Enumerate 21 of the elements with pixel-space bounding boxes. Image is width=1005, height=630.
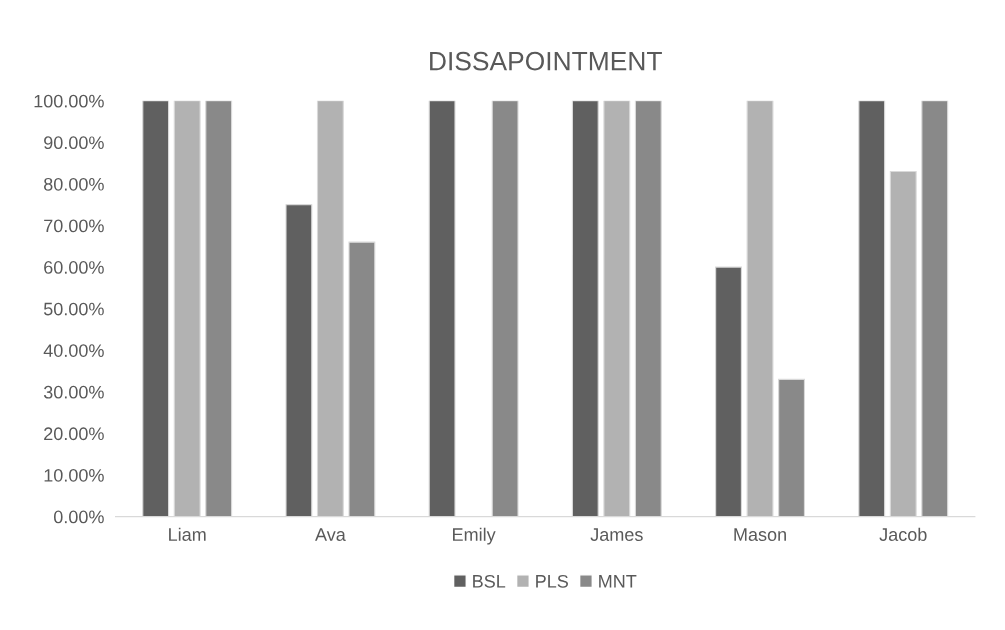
y-tick-label: 90.00%: [44, 136, 104, 150]
y-tick-label: 70.00%: [44, 219, 104, 233]
y-tick-label: 40.00%: [43, 344, 104, 357]
y-tick-label: 80.00%: [44, 177, 104, 191]
legend-label: MNT: [599, 575, 637, 588]
x-tick-label: Emily: [453, 527, 496, 545]
x-tick-label: James: [590, 528, 643, 541]
y-tick-label: 0.00%: [53, 510, 104, 524]
chart-title: DISSAPOINTMENT: [430, 51, 662, 71]
y-tick-label: 50.00%: [43, 302, 104, 316]
y-tick-label: 20.00%: [44, 427, 104, 441]
y-tick-label: 60.00%: [44, 261, 104, 274]
legend-label: PLS: [536, 574, 568, 588]
y-tick-label: 30.00%: [43, 385, 104, 399]
x-tick-label: Ava: [315, 528, 346, 541]
legend-label: BSL: [473, 574, 506, 588]
x-tick-label: Mason: [734, 528, 786, 541]
x-tick-label: Liam: [169, 527, 206, 541]
y-tick-label: 100.00%: [34, 94, 104, 108]
y-tick-label: 10.00%: [44, 468, 104, 482]
x-tick-label: Jacob: [879, 527, 927, 541]
